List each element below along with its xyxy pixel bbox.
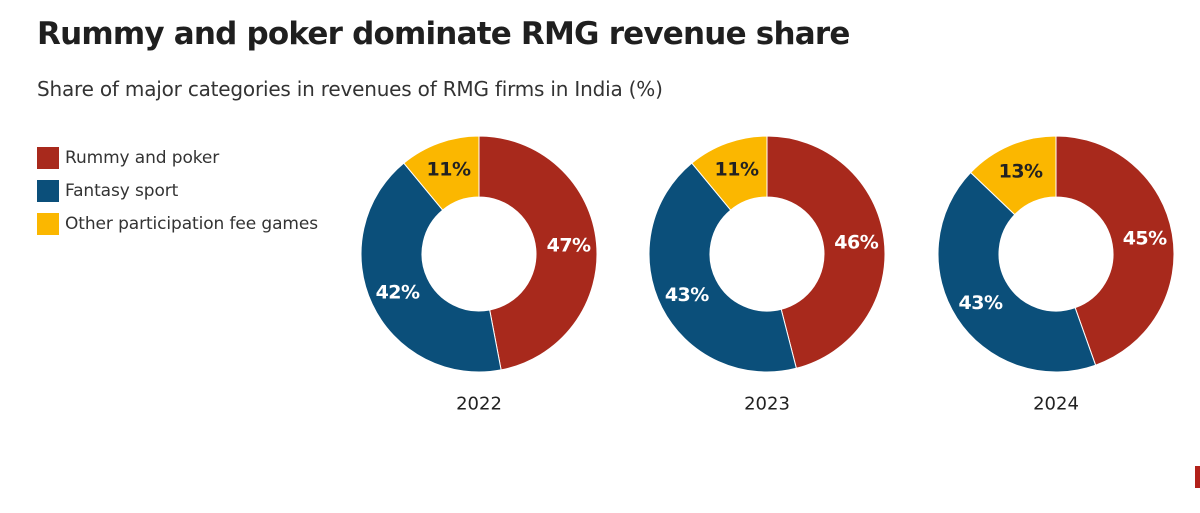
donut-2023: 46% 43% 11% 2023 [648, 135, 886, 415]
slice-fantasy-2023 [648, 162, 797, 373]
slice-label-fantasy-2024: 43% [959, 292, 1003, 314]
chart-subtitle: Share of major categories in revenues of… [37, 77, 663, 101]
slice-other-2024 [969, 135, 1057, 216]
legend-label-fantasy: Fantasy sport [65, 181, 179, 201]
slice-fantasy-2024 [937, 171, 1097, 373]
slice-label-rummy-2022: 47% [547, 235, 591, 257]
legend: Rummy and poker Fantasy sport Other part… [37, 145, 318, 244]
slice-rummy-2023 [766, 135, 886, 369]
slice-label-fantasy-2022: 42% [376, 281, 420, 303]
brand-corner-mark [1195, 466, 1200, 488]
legend-swatch-other [37, 213, 59, 235]
slice-label-other-2024: 13% [999, 160, 1043, 182]
slice-label-fantasy-2023: 43% [665, 284, 709, 306]
donut-2024: 45% 43% 13% 2024 [937, 135, 1175, 415]
slice-rummy-2022 [478, 135, 598, 371]
legend-label-other: Other participation fee games [65, 214, 318, 234]
year-label-2023: 2023 [744, 394, 790, 415]
slice-other-2023 [691, 135, 768, 211]
year-label-2022: 2022 [456, 394, 502, 415]
slice-label-other-2023: 11% [715, 158, 759, 180]
legend-item-other: Other participation fee games [37, 211, 318, 237]
slice-other-2022 [403, 135, 480, 211]
slice-label-other-2022: 11% [427, 158, 471, 180]
legend-swatch-fantasy [37, 180, 59, 202]
slice-fantasy-2022 [360, 162, 502, 373]
slice-label-rummy-2023: 46% [834, 232, 878, 254]
chart-title: Rummy and poker dominate RMG revenue sha… [37, 16, 850, 52]
donut-2022: 47% 42% 11% 2022 [360, 135, 598, 415]
legend-item-rummy: Rummy and poker [37, 145, 318, 171]
slice-rummy-2024 [1055, 135, 1175, 366]
legend-swatch-rummy [37, 147, 59, 169]
slice-label-rummy-2024: 45% [1123, 228, 1167, 250]
year-label-2024: 2024 [1033, 394, 1079, 415]
legend-item-fantasy: Fantasy sport [37, 178, 318, 204]
legend-label-rummy: Rummy and poker [65, 148, 220, 168]
